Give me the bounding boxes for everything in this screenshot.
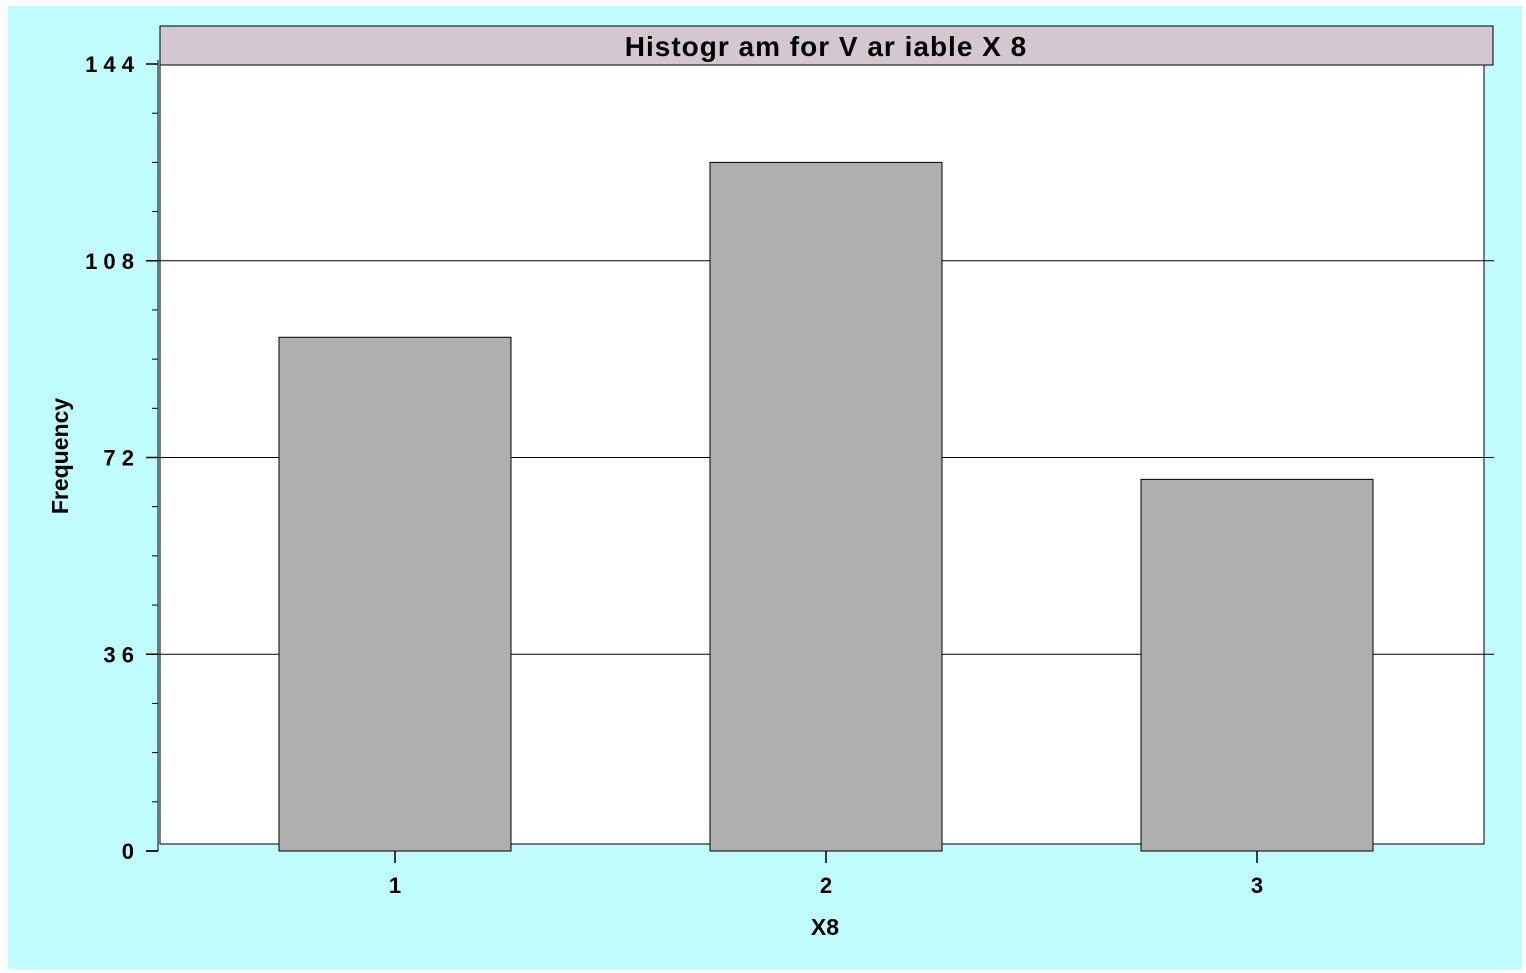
histogram-chart: 0 3 6 7 2 1 0 8 1 4 4 1 2 3 Histogr am for V ar… [47, 25, 1494, 940]
x-tick-label-3: 3 [1251, 873, 1263, 898]
title-band [159, 25, 1494, 66]
x-axis-title: X8 [811, 914, 839, 940]
y-tick-label-108: 1 0 8 [85, 249, 134, 274]
y-tick-label-72: 7 2 [103, 446, 134, 471]
x-tick-label-2: 2 [820, 873, 832, 898]
chart-title: Histogr am for V ar iable X 8 [625, 31, 1027, 62]
bar-1 [278, 336, 512, 852]
y-tick-label-36: 3 6 [103, 642, 134, 667]
bar-3 [1140, 478, 1374, 852]
chart-background: 0 3 6 7 2 1 0 8 1 4 4 1 2 3 Histogr am for V ar… [8, 6, 1522, 969]
y-tick-label-0: 0 [122, 839, 134, 864]
y-axis-title: Frequency [47, 398, 73, 515]
x-tick-label-1: 1 [389, 873, 401, 898]
y-tick-label-144: 1 4 4 [85, 52, 135, 77]
bar-2 [709, 161, 943, 852]
